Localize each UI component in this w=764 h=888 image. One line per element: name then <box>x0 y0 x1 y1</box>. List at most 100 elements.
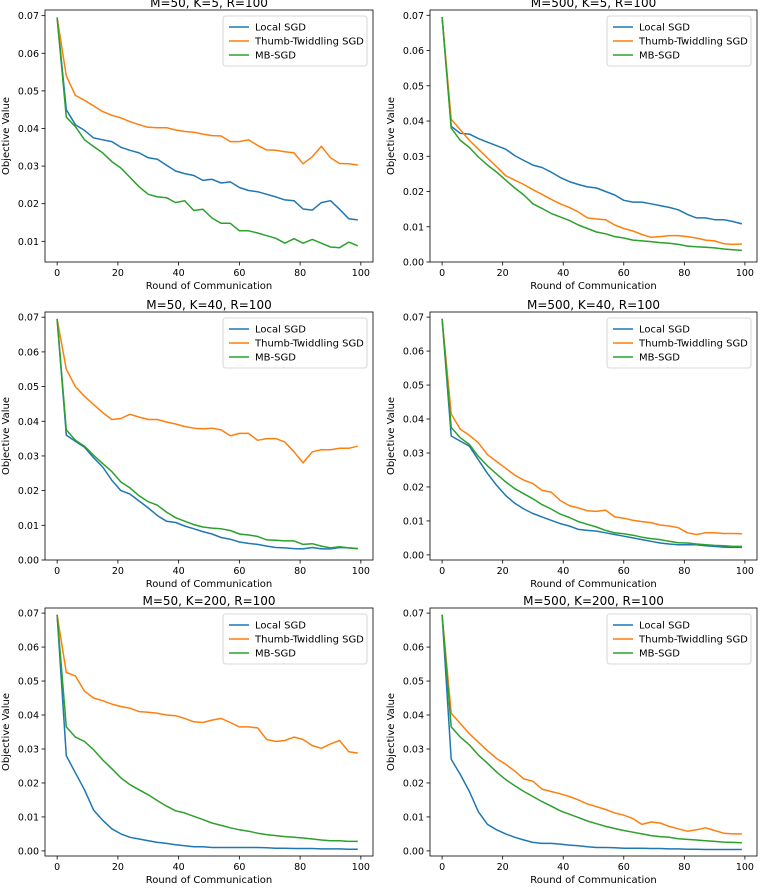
y-axis-label: Objective Value <box>386 693 397 771</box>
x-tick-label: 80 <box>294 268 306 279</box>
legend-label: Local SGD <box>255 23 306 34</box>
chart-panel-5: M=50, K=200, R=100 0 20 40 60 80 100 0.00 0.01 0.… <box>1 594 374 886</box>
legend: Local SGD Thumb-Twiddling SGD MB-SGD <box>606 15 752 67</box>
x-tick-label: 0 <box>54 268 60 279</box>
legend: Local SGD Thumb-Twiddling SGD MB-SGD <box>606 317 752 369</box>
x-tick-label: 20 <box>497 566 509 577</box>
y-tick-label: 0.02 <box>403 482 424 493</box>
legend-label: MB-SGD <box>255 51 296 62</box>
x-axis-label: Round of Communication <box>146 281 272 292</box>
y-tick-label: 0.02 <box>18 778 39 789</box>
x-tick-label: 40 <box>173 268 185 279</box>
chart-panel-1: M=50, K=5, R=100 0 20 40 60 80 100 0.01 0.02 0.03… <box>1 0 374 292</box>
x-tick-label: 0 <box>54 862 60 873</box>
y-tick-label: 0.07 <box>18 609 39 620</box>
y-tick-label: 0.06 <box>18 49 39 60</box>
series-line-mb-sgd <box>56 318 358 550</box>
legend-label: MB-SGD <box>255 649 296 660</box>
legend-box <box>606 317 752 369</box>
axes-frame <box>44 9 374 263</box>
series-line-thumb-twiddling-sgd <box>441 614 742 835</box>
axes-frame <box>429 607 758 857</box>
y-tick-label: 0.07 <box>18 11 39 22</box>
y-axis-label: Objective Value <box>386 97 397 175</box>
series-line-local-sgd <box>56 318 358 550</box>
legend-label: Thumb-Twiddling SGD <box>254 37 364 48</box>
y-axis-label: Objective Value <box>386 397 397 475</box>
x-tick-label: 80 <box>678 862 690 873</box>
x-tick-label: 20 <box>112 862 124 873</box>
y-tick-label: 0.00 <box>18 556 39 567</box>
y-tick-label: 0.02 <box>18 486 39 497</box>
legend-label: Thumb-Twiddling SGD <box>638 635 748 646</box>
y-tick-label: 0.03 <box>403 744 424 755</box>
legend-box <box>222 613 368 665</box>
axes-frame <box>429 311 758 561</box>
y-tick-label: 0.03 <box>18 162 39 173</box>
y-tick-label: 0.04 <box>18 711 39 722</box>
x-tick-label: 60 <box>618 566 630 577</box>
series-line-local-sgd <box>56 17 358 221</box>
x-tick-label: 60 <box>618 268 630 279</box>
x-tick-label: 40 <box>173 862 185 873</box>
y-tick-label: 0.05 <box>18 382 39 393</box>
x-axis-label: Round of Communication <box>530 875 656 886</box>
y-tick-label: 0.07 <box>403 313 424 324</box>
y-tick-label: 0.04 <box>403 711 424 722</box>
series-line-thumb-twiddling-sgd <box>56 614 358 754</box>
x-tick-label: 20 <box>112 268 124 279</box>
x-tick-label: 20 <box>497 268 509 279</box>
chart-title: M=50, K=200, R=100 <box>142 594 275 608</box>
y-tick-label: 0.00 <box>403 550 424 561</box>
chart-panel-2: M=500, K=5, R=100 0 20 40 60 80 100 0.00 0.01 0.0… <box>386 0 758 292</box>
y-tick-label: 0.05 <box>18 86 39 97</box>
x-tick-label: 0 <box>439 566 445 577</box>
y-tick-label: 0.06 <box>403 46 424 57</box>
y-tick-label: 0.00 <box>403 846 424 857</box>
series-line-local-sgd <box>441 16 743 225</box>
y-tick-label: 0.04 <box>403 117 424 128</box>
axes-frame <box>429 9 758 263</box>
y-tick-label: 0.05 <box>403 81 424 92</box>
legend-label: Thumb-Twiddling SGD <box>638 339 748 350</box>
y-axis-label: Objective Value <box>1 693 12 771</box>
y-tick-label: 0.01 <box>18 237 39 248</box>
y-tick-label: 0.06 <box>403 643 424 654</box>
x-tick-label: 20 <box>112 566 124 577</box>
y-tick-label: 0.03 <box>403 152 424 163</box>
x-tick-label: 60 <box>233 268 245 279</box>
y-tick-label: 0.00 <box>403 258 424 269</box>
chart-title: M=500, K=5, R=100 <box>531 0 656 10</box>
x-axis-label: Round of Communication <box>530 281 656 292</box>
series-line-thumb-twiddling-sgd <box>441 16 742 246</box>
y-tick-label: 0.00 <box>18 846 39 857</box>
legend-label: MB-SGD <box>255 353 296 364</box>
legend-label: Local SGD <box>639 325 690 336</box>
y-axis-label: Objective Value <box>1 397 12 475</box>
legend: Local SGD Thumb-Twiddling SGD MB-SGD <box>606 613 752 665</box>
chart-panel-4: M=500, K=40, R=100 0 20 40 60 80 100 0.00 0.01 0.… <box>386 298 758 590</box>
legend-label: Thumb-Twiddling SGD <box>254 339 364 350</box>
series-line-mb-sgd <box>441 318 742 548</box>
legend-box <box>222 317 368 369</box>
y-tick-label: 0.04 <box>403 415 424 426</box>
y-tick-label: 0.06 <box>403 347 424 358</box>
y-tick-label: 0.04 <box>18 124 39 135</box>
x-tick-label: 20 <box>497 862 509 873</box>
legend-label: Thumb-Twiddling SGD <box>254 635 364 646</box>
y-tick-label: 0.06 <box>18 643 39 654</box>
axes-frame <box>44 311 374 561</box>
legend-box <box>606 613 752 665</box>
chart-title: M=50, K=40, R=100 <box>146 298 271 312</box>
x-axis-label: Round of Communication <box>146 579 272 590</box>
y-tick-label: 0.01 <box>403 516 424 527</box>
x-tick-label: 100 <box>736 566 754 577</box>
series-line-thumb-twiddling-sgd <box>56 318 358 464</box>
chart-title: M=50, K=5, R=100 <box>150 0 268 10</box>
legend-label: Local SGD <box>255 325 306 336</box>
y-tick-label: 0.02 <box>18 199 39 210</box>
x-tick-label: 100 <box>736 862 754 873</box>
y-tick-label: 0.07 <box>403 609 424 620</box>
x-tick-label: 60 <box>233 566 245 577</box>
